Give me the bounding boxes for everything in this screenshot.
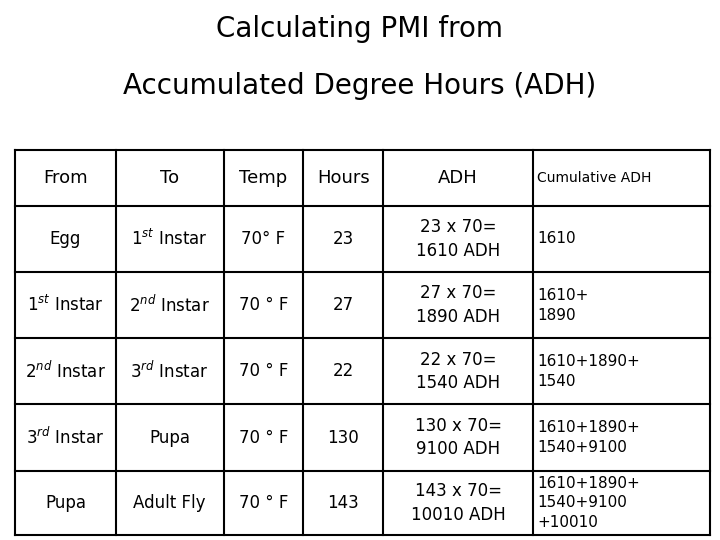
Text: To: To xyxy=(160,169,179,187)
Text: 70° F: 70° F xyxy=(241,230,286,248)
Text: 1610+
1890: 1610+ 1890 xyxy=(538,288,589,322)
Text: 22 x 70=
1540 ADH: 22 x 70= 1540 ADH xyxy=(416,350,500,392)
Text: 1$^{st}$ Instar: 1$^{st}$ Instar xyxy=(131,229,208,249)
Text: ADH: ADH xyxy=(438,169,478,187)
Text: Hours: Hours xyxy=(317,169,370,187)
Text: 23 x 70=
1610 ADH: 23 x 70= 1610 ADH xyxy=(416,218,500,260)
Text: 70 ° F: 70 ° F xyxy=(239,296,288,314)
Text: Adult Fly: Adult Fly xyxy=(133,494,206,512)
Text: From: From xyxy=(43,169,88,187)
Text: 3$^{rd}$ Instar: 3$^{rd}$ Instar xyxy=(26,427,104,448)
Text: 70 ° F: 70 ° F xyxy=(239,494,288,512)
Text: 70 ° F: 70 ° F xyxy=(239,362,288,380)
Text: 143: 143 xyxy=(328,494,359,512)
Text: 130 x 70=
9100 ADH: 130 x 70= 9100 ADH xyxy=(415,417,502,458)
Text: 2$^{nd}$ Instar: 2$^{nd}$ Instar xyxy=(129,294,210,316)
Text: 1610+1890+
1540+9100: 1610+1890+ 1540+9100 xyxy=(538,420,641,455)
Text: 1610+1890+
1540+9100
+10010: 1610+1890+ 1540+9100 +10010 xyxy=(538,476,641,530)
Text: 23: 23 xyxy=(333,230,354,248)
Text: 2$^{nd}$ Instar: 2$^{nd}$ Instar xyxy=(25,361,106,382)
Text: 70 ° F: 70 ° F xyxy=(239,429,288,447)
Text: Pupa: Pupa xyxy=(149,429,190,447)
Text: 22: 22 xyxy=(333,362,354,380)
Text: 1610: 1610 xyxy=(538,232,577,246)
Text: 27 x 70=
1890 ADH: 27 x 70= 1890 ADH xyxy=(416,285,500,326)
Text: Egg: Egg xyxy=(50,230,81,248)
Text: Temp: Temp xyxy=(239,169,287,187)
Text: Cumulative ADH: Cumulative ADH xyxy=(537,171,651,185)
Text: 130: 130 xyxy=(328,429,359,447)
Text: 1$^{st}$ Instar: 1$^{st}$ Instar xyxy=(27,295,104,315)
Text: 1610+1890+
1540: 1610+1890+ 1540 xyxy=(538,354,641,389)
Text: 3$^{rd}$ Instar: 3$^{rd}$ Instar xyxy=(130,361,209,382)
Text: 143 x 70=
10010 ADH: 143 x 70= 10010 ADH xyxy=(410,482,505,524)
Text: Pupa: Pupa xyxy=(45,494,86,512)
Text: Calculating PMI from: Calculating PMI from xyxy=(217,15,503,43)
Text: Accumulated Degree Hours (ADH): Accumulated Degree Hours (ADH) xyxy=(123,72,597,100)
Text: 27: 27 xyxy=(333,296,354,314)
